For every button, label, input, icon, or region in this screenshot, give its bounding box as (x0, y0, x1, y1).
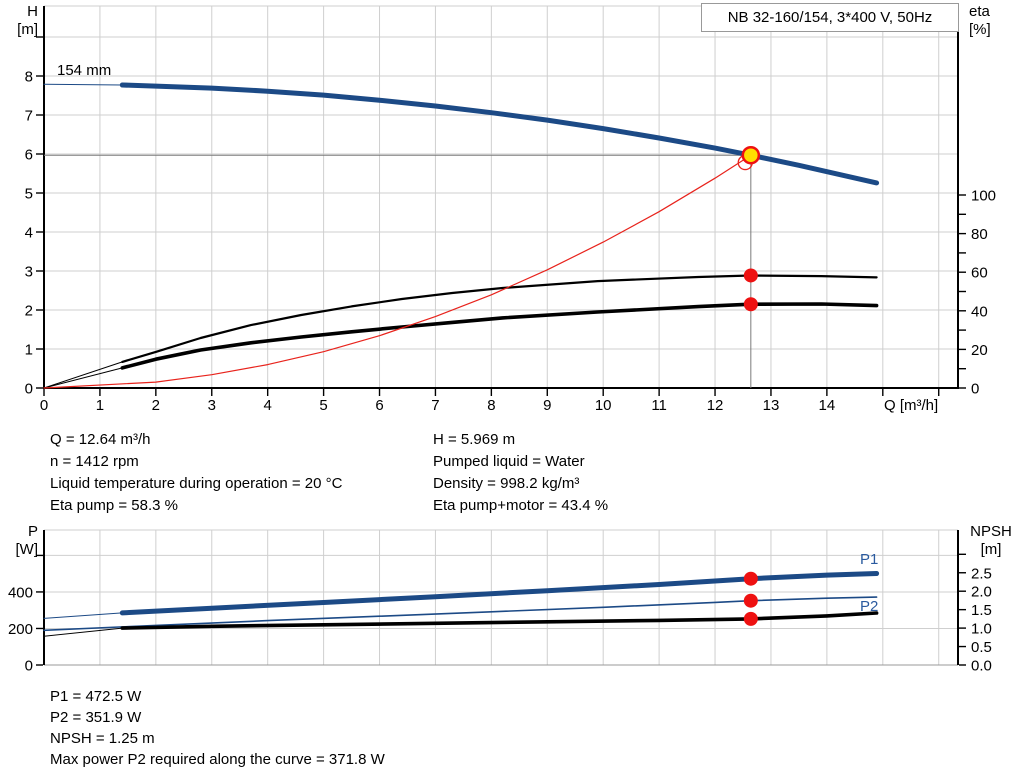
eta-axis-symbol: eta (969, 3, 990, 20)
curve-p1 (119, 571, 880, 616)
q-tick-label: 6 (375, 397, 383, 414)
eta-tick-label: 20 (971, 342, 988, 359)
eta-axis-unit: [%] (969, 21, 991, 38)
curve-system (43, 154, 752, 389)
h-tick-label: 7 (25, 108, 33, 125)
npsh-axis-unit: [m] (980, 541, 1002, 558)
duty-eta-pump-line: Eta pump = 58.3 % (50, 497, 178, 514)
p1-curve-label: P1 (860, 551, 879, 568)
p-axis-label: P [W] (4, 523, 39, 559)
operating-point-dot (743, 611, 758, 626)
curve-eta-pump-lead (43, 361, 123, 389)
h-tick-label: 6 (25, 147, 33, 164)
duty-temperature-line: Liquid temperature during operation = 20… (50, 475, 343, 492)
p-tick-label: 200 (8, 621, 33, 638)
eta-axis-label: eta [%] (969, 3, 991, 39)
npsh-axis-label: NPSH [m] (961, 523, 1021, 559)
q-tick-label: 7 (431, 397, 439, 414)
q-tick-label: 3 (208, 397, 216, 414)
q-tick-label: 12 (707, 397, 724, 414)
duty-liquid-line: Pumped liquid = Water (433, 453, 585, 470)
result-max-p2-line: Max power P2 required along the curve = … (50, 751, 385, 768)
npsh-tick-label: 0.0 (971, 658, 992, 675)
curve-npsh (120, 611, 879, 630)
curve-npsh-lead (43, 627, 123, 637)
duty-conditions-left: Q = 12.64 m³/h n = 1412 rpm Liquid tempe… (50, 429, 342, 517)
result-npsh-line: NPSH = 1.25 m (50, 730, 155, 747)
p-axis-symbol: P (27, 523, 38, 540)
eta-tick-label: 80 (971, 226, 988, 243)
h-tick-label: 1 (25, 342, 33, 359)
h-tick-label: 4 (25, 225, 33, 242)
duty-head-line: H = 5.969 m (433, 431, 516, 448)
duty-eta-total-line: Eta pump+motor = 43.4 % (433, 497, 609, 514)
duty-speed-line: n = 1412 rpm (50, 453, 139, 470)
curve-head-lead (43, 83, 123, 86)
curve-eta-pump (121, 274, 878, 363)
eta-tick-label: 40 (971, 303, 988, 320)
q-tick-label: 13 (763, 397, 780, 414)
operating-point-dot (743, 593, 758, 608)
npsh-tick-label: 1.0 (971, 621, 992, 638)
h-axis-symbol: H (27, 3, 38, 20)
npsh-tick-label: 0.5 (971, 639, 992, 656)
npsh-tick-label: 1.5 (971, 602, 992, 619)
npsh-tick-label: 2.5 (971, 565, 992, 582)
operating-point-dot (743, 268, 758, 283)
p-tick-label: 0 (25, 658, 33, 675)
h-tick-label: 5 (25, 186, 33, 203)
operating-point-dot (743, 571, 758, 586)
q-tick-label: 11 (651, 397, 667, 414)
eta-tick-label: 100 (971, 188, 996, 205)
result-values: P1 = 472.5 W P2 = 351.9 W NPSH = 1.25 m … (50, 686, 385, 770)
h-tick-label: 0 (25, 381, 33, 398)
p2-curve-label: P2 (860, 598, 879, 615)
duty-point-marker[interactable] (741, 145, 761, 165)
h-axis-unit: [m] (17, 21, 38, 38)
h-tick-label: 8 (25, 69, 33, 86)
p-tick-label: 400 (8, 584, 33, 601)
npsh-axis-symbol: NPSH (970, 523, 1012, 540)
operating-point-dot (743, 297, 758, 312)
h-tick-label: 2 (25, 303, 33, 320)
curve-p1-lead (43, 612, 123, 619)
curve-head (119, 82, 880, 186)
q-tick-label: 10 (595, 397, 612, 414)
h-axis-label: H [m] (4, 3, 38, 39)
curve-eta-pump-motor (120, 302, 879, 370)
impeller-size-label: 154 mm (57, 62, 112, 79)
eta-tick-label: 60 (971, 265, 988, 282)
pump-title: NB 32-160/154, 3*400 V, 50Hz (727, 9, 933, 26)
duty-flow-line: Q = 12.64 m³/h (50, 431, 151, 448)
duty-density-line: Density = 998.2 kg/m³ (433, 475, 580, 492)
q-tick-label: 9 (543, 397, 551, 414)
result-p1-line: P1 = 472.5 W (50, 688, 142, 705)
q-tick-label: 5 (319, 397, 327, 414)
q-tick-label: 2 (152, 397, 160, 414)
h-tick-label: 3 (25, 264, 33, 281)
npsh-tick-label: 2.0 (971, 584, 992, 601)
q-tick-label: 0 (40, 397, 48, 414)
curve-p2 (43, 596, 878, 632)
q-tick-label: 14 (819, 397, 836, 414)
q-tick-label: 4 (264, 397, 272, 414)
pump-title-box: NB 32-160/154, 3*400 V, 50Hz (701, 3, 959, 32)
result-p2-line: P2 = 351.9 W (50, 709, 142, 726)
duty-conditions-right: H = 5.969 m Pumped liquid = Water Densit… (433, 429, 608, 517)
q-tick-label: 8 (487, 397, 495, 414)
q-tick-label: 1 (96, 397, 104, 414)
eta-tick-label: 0 (971, 381, 979, 398)
curve-eta-pump-motor-lead (43, 367, 123, 389)
q-axis-label: Q [m³/h] (884, 397, 939, 414)
p-axis-unit: [W] (15, 541, 39, 558)
